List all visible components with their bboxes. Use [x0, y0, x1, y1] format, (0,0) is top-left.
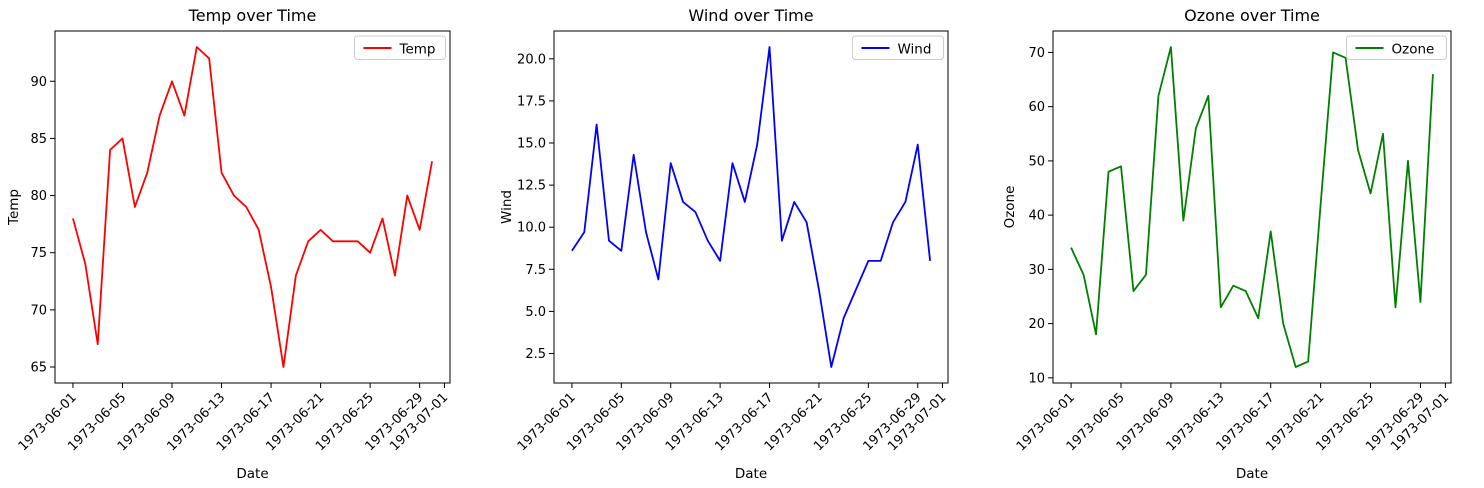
y-tick-label: 70	[1028, 46, 1045, 61]
y-tick-label: 10.0	[517, 221, 546, 236]
y-tick-label: 60	[1028, 100, 1045, 115]
legend-label: Wind	[898, 42, 932, 58]
y-axis-label: Temp	[6, 189, 22, 226]
temp-chart: 6570758085901973-06-011973-06-051973-06-…	[6, 6, 451, 482]
y-tick-label: 40	[1028, 209, 1045, 224]
y-tick-label: 85	[30, 132, 47, 147]
plot-border	[54, 30, 451, 384]
y-tick-label: 70	[30, 303, 47, 318]
chart-title: Temp over Time	[188, 6, 317, 25]
y-tick-label: 80	[30, 189, 47, 204]
y-tick-label: 10	[1028, 371, 1045, 386]
temp-series-line	[72, 46, 433, 368]
ozone-series-line	[1070, 46, 1434, 368]
y-tick-label: 7.5	[525, 263, 546, 278]
y-tick-label: 15.0	[517, 137, 546, 152]
y-axis-label: Wind	[499, 190, 515, 224]
plot-border	[553, 30, 949, 384]
y-tick-label: 30	[1028, 263, 1045, 278]
x-axis-label: Date	[735, 466, 767, 482]
chart-title: Ozone over Time	[1184, 6, 1320, 25]
y-tick-label: 50	[1028, 154, 1045, 169]
chart-title: Wind over Time	[688, 6, 813, 25]
temp-legend: Temp	[354, 35, 446, 60]
y-tick-label: 20	[1028, 317, 1045, 332]
y-tick-label: 20.0	[517, 52, 546, 67]
x-axis-label: Date	[1236, 466, 1268, 482]
y-tick-label: 65	[30, 361, 47, 376]
plot-border	[1052, 30, 1452, 384]
wind-series-line	[571, 46, 931, 368]
y-tick-label: 12.5	[517, 179, 546, 194]
y-axis-label: Ozone	[1002, 186, 1018, 229]
legend-box	[1346, 35, 1447, 60]
legend-label: Temp	[399, 42, 436, 58]
wind-chart: 2.55.07.510.012.515.017.520.01973-06-011…	[499, 6, 949, 482]
ozone-legend: Ozone	[1346, 35, 1447, 60]
legend-box	[354, 35, 446, 60]
legend-label: Ozone	[1392, 42, 1435, 58]
x-axis-label: Date	[236, 466, 268, 482]
ozone-chart: 102030405060701973-06-011973-06-051973-0…	[1002, 6, 1452, 482]
y-tick-label: 5.0	[525, 305, 546, 320]
y-tick-label: 2.5	[525, 347, 546, 362]
legend-box	[852, 35, 944, 60]
y-tick-label: 17.5	[517, 94, 546, 109]
y-tick-label: 90	[30, 75, 47, 90]
wind-legend: Wind	[852, 35, 944, 60]
y-tick-label: 75	[30, 246, 47, 261]
